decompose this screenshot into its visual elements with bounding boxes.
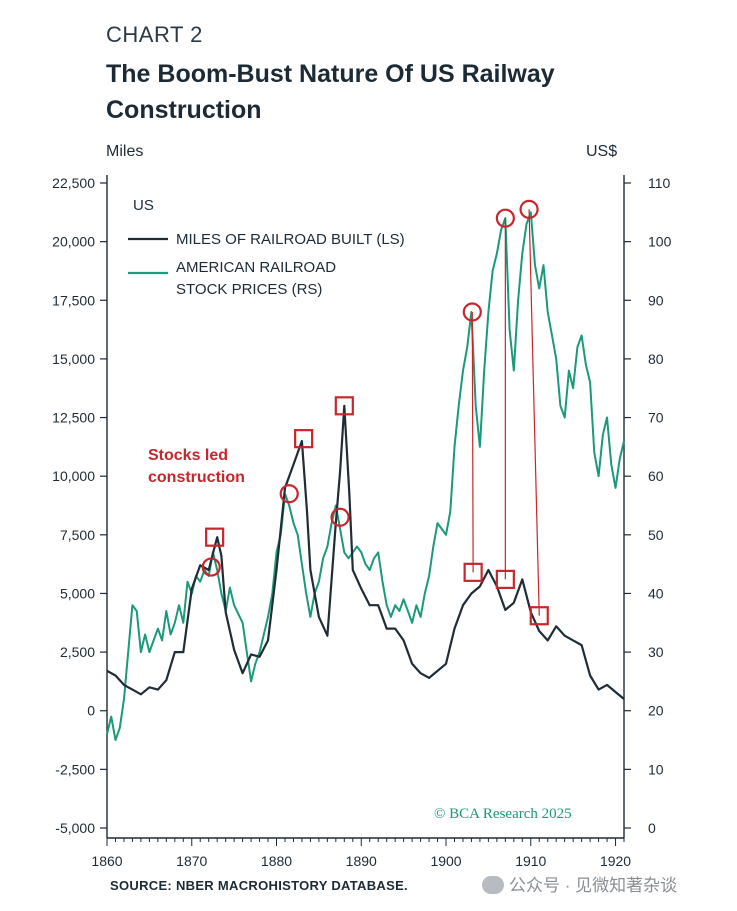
annotation-text-line2: construction	[148, 469, 245, 486]
construction-peak-square-marker	[463, 562, 483, 582]
source-note: SOURCE: NBER MACROHISTORY DATABASE.	[110, 878, 408, 893]
annotation-text-line1: Stocks led	[148, 447, 228, 464]
wechat-watermark: 公众号 · 见微知著杂谈	[482, 871, 677, 896]
left-tick-label: 10,000	[52, 468, 95, 484]
annotation-layer	[201, 199, 549, 626]
right-tick-label: 60	[648, 468, 664, 484]
x-tick-label: 1860	[91, 853, 122, 869]
left-tick-label: 20,000	[52, 234, 95, 250]
left-tick-label: 22,500	[52, 175, 95, 191]
right-tick-label: 80	[648, 351, 664, 367]
construction-peak-square-marker	[495, 569, 515, 589]
stock-peak-circle-marker	[519, 199, 539, 219]
x-tick-label: 1920	[600, 853, 631, 869]
right-tick-label: 70	[648, 410, 664, 426]
legend-region-label: US	[133, 197, 154, 214]
legend-label-miles: MILES OF RAILROAD BUILT (LS)	[176, 231, 405, 248]
chart-number-label: CHART 2	[106, 22, 203, 47]
x-tick-label: 1900	[430, 853, 461, 869]
stock-peak-circle-marker	[462, 302, 482, 322]
left-tick-label: 0	[87, 703, 95, 719]
left-tick-label: 5,000	[60, 585, 95, 601]
x-axis: 1860 1870 1880 1890 1900 1910 1920	[91, 838, 631, 869]
wechat-icon	[482, 875, 504, 894]
right-tick-label: 10	[648, 761, 664, 777]
left-axis-unit: Miles	[106, 143, 144, 160]
x-tick-label: 1870	[176, 853, 207, 869]
x-tick-label: 1880	[261, 853, 292, 869]
left-tick-label: -2,500	[55, 761, 95, 777]
construction-peak-square-marker	[529, 606, 549, 626]
right-tick-label: 100	[648, 234, 672, 250]
left-axis: -5,000 -2,500 0 2,500 5,000 7,500 10,000 12,500…	[52, 175, 107, 836]
x-tick-label: 1890	[346, 853, 377, 869]
stock-peak-circle-marker	[279, 484, 299, 504]
construction-peak-square-marker	[294, 429, 314, 449]
right-axis: 0 10 20 30 40 50 60 70 80 90 100 110	[624, 175, 672, 836]
plot-frame	[106, 175, 625, 839]
left-tick-label: -5,000	[55, 820, 95, 836]
chart-title: The Boom-Bust Nature Of US Railway Const…	[106, 60, 555, 124]
right-tick-label: 20	[648, 703, 664, 719]
lead-connector-line	[471, 311, 474, 573]
watermark-text: 公众号 · 见微知著杂谈	[509, 876, 678, 895]
construction-peak-square-marker	[334, 396, 354, 416]
right-axis-unit: US$	[586, 143, 618, 160]
right-tick-label: 110	[648, 175, 671, 191]
left-tick-label: 15,000	[52, 351, 95, 367]
right-tick-label: 90	[648, 292, 664, 308]
bca-research-credit: © BCA Research 2025	[434, 806, 572, 822]
left-tick-label: 17,500	[52, 292, 95, 308]
right-tick-label: 0	[648, 820, 656, 836]
legend-label-stocks-line1: AMERICAN RAILROAD	[176, 259, 336, 276]
left-tick-label: 12,500	[52, 410, 95, 426]
stock-peak-circle-marker	[330, 507, 350, 527]
stock-peak-circle-marker	[201, 557, 221, 577]
right-tick-label: 40	[648, 585, 664, 601]
right-tick-label: 50	[648, 527, 664, 543]
right-tick-label: 30	[648, 644, 664, 660]
left-tick-label: 7,500	[60, 527, 95, 543]
legend: US MILES OF RAILROAD BUILT (LS) AMERICAN…	[128, 197, 405, 298]
construction-peak-square-marker	[205, 527, 225, 547]
left-tick-label: 2,500	[60, 644, 95, 660]
lead-connector-line	[528, 209, 540, 616]
stock-peak-circle-marker	[495, 208, 515, 228]
legend-label-stocks-line2: STOCK PRICES (RS)	[176, 281, 322, 298]
x-tick-label: 1910	[515, 853, 546, 869]
